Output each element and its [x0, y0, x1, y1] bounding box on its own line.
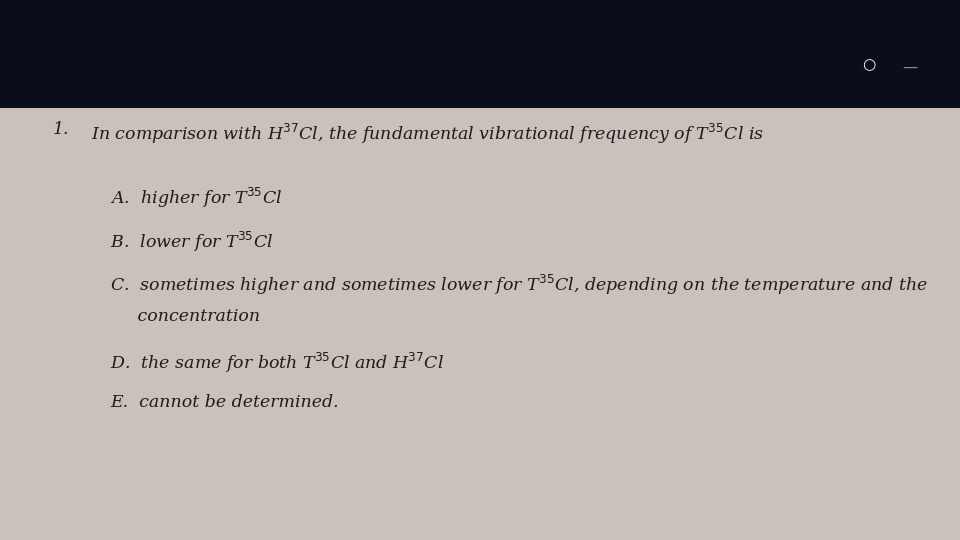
Text: D.  the same for both T$^{35}$Cl and H$^{37}$Cl: D. the same for both T$^{35}$Cl and H$^{… — [110, 351, 444, 375]
Text: 1.: 1. — [53, 122, 69, 138]
Text: B.  lower for T$^{35}$Cl: B. lower for T$^{35}$Cl — [110, 230, 274, 254]
Text: C.  sometimes higher and sometimes lower for T$^{35}$Cl, depending on the temper: C. sometimes higher and sometimes lower … — [110, 273, 928, 297]
Text: E.  cannot be determined.: E. cannot be determined. — [110, 394, 339, 411]
Bar — [0, 0, 960, 108]
Text: A.  higher for T$^{35}$Cl: A. higher for T$^{35}$Cl — [110, 186, 282, 211]
Text: —: — — [902, 60, 918, 75]
Text: ○: ○ — [862, 57, 876, 72]
Text: In comparison with H$^{37}$Cl, the fundamental vibrational frequency of T$^{35}$: In comparison with H$^{37}$Cl, the funda… — [91, 122, 764, 146]
Text: concentration: concentration — [110, 308, 260, 325]
